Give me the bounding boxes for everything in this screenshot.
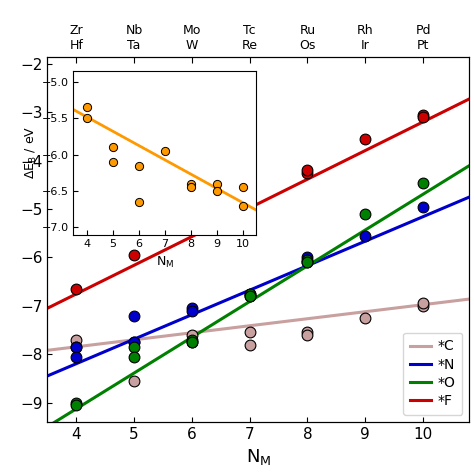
Point <box>135 162 142 169</box>
Point <box>109 158 116 166</box>
Point <box>73 285 80 293</box>
Point <box>73 343 80 351</box>
Point <box>246 290 254 298</box>
Point <box>213 187 220 195</box>
Point <box>130 353 138 360</box>
Point <box>188 338 196 346</box>
Point <box>82 104 90 111</box>
Legend: *C, *N, *O, *F: *C, *N, *O, *F <box>403 333 462 415</box>
Point <box>239 183 246 191</box>
Point <box>161 147 169 155</box>
Point <box>109 144 116 151</box>
Point <box>246 341 254 348</box>
Point <box>188 307 196 314</box>
Point <box>246 292 254 300</box>
Point <box>304 254 311 261</box>
Point <box>239 202 246 210</box>
Point <box>82 115 90 122</box>
Point <box>304 169 311 177</box>
Point <box>419 113 427 121</box>
Point <box>304 328 311 336</box>
Point <box>187 183 194 191</box>
Point <box>135 198 142 206</box>
Point <box>419 179 427 186</box>
X-axis label: N$_{\mathregular{M}}$: N$_{\mathregular{M}}$ <box>246 447 271 467</box>
Point <box>130 312 138 319</box>
Point <box>213 180 220 188</box>
Point <box>188 336 196 344</box>
Point <box>130 377 138 384</box>
Point <box>246 328 254 336</box>
Point <box>130 338 138 346</box>
Point <box>362 135 369 143</box>
Point <box>130 343 138 351</box>
Point <box>188 331 196 338</box>
Point <box>419 302 427 310</box>
Point <box>304 256 311 264</box>
Point <box>73 353 80 360</box>
Point <box>304 258 311 266</box>
Point <box>419 203 427 210</box>
Point <box>130 251 138 259</box>
Point <box>246 290 254 298</box>
Point <box>73 401 80 409</box>
X-axis label: N$_{\mathregular{M}}$: N$_{\mathregular{M}}$ <box>155 255 174 270</box>
Point <box>73 343 80 351</box>
Point <box>188 338 196 346</box>
Point <box>419 300 427 307</box>
Point <box>246 292 254 300</box>
Point <box>419 111 427 118</box>
Point <box>73 399 80 406</box>
Point <box>130 338 138 346</box>
Point <box>188 215 196 223</box>
Point <box>188 304 196 312</box>
Point <box>187 180 194 188</box>
Point <box>304 331 311 338</box>
Point <box>362 210 369 218</box>
Point <box>304 258 311 266</box>
Point <box>304 167 311 174</box>
Y-axis label: $\Delta$E$_{\mathregular{B}}$ / eV: $\Delta$E$_{\mathregular{B}}$ / eV <box>24 126 39 180</box>
Point <box>73 336 80 344</box>
Point <box>246 183 254 191</box>
Point <box>362 232 369 239</box>
Point <box>362 314 369 322</box>
